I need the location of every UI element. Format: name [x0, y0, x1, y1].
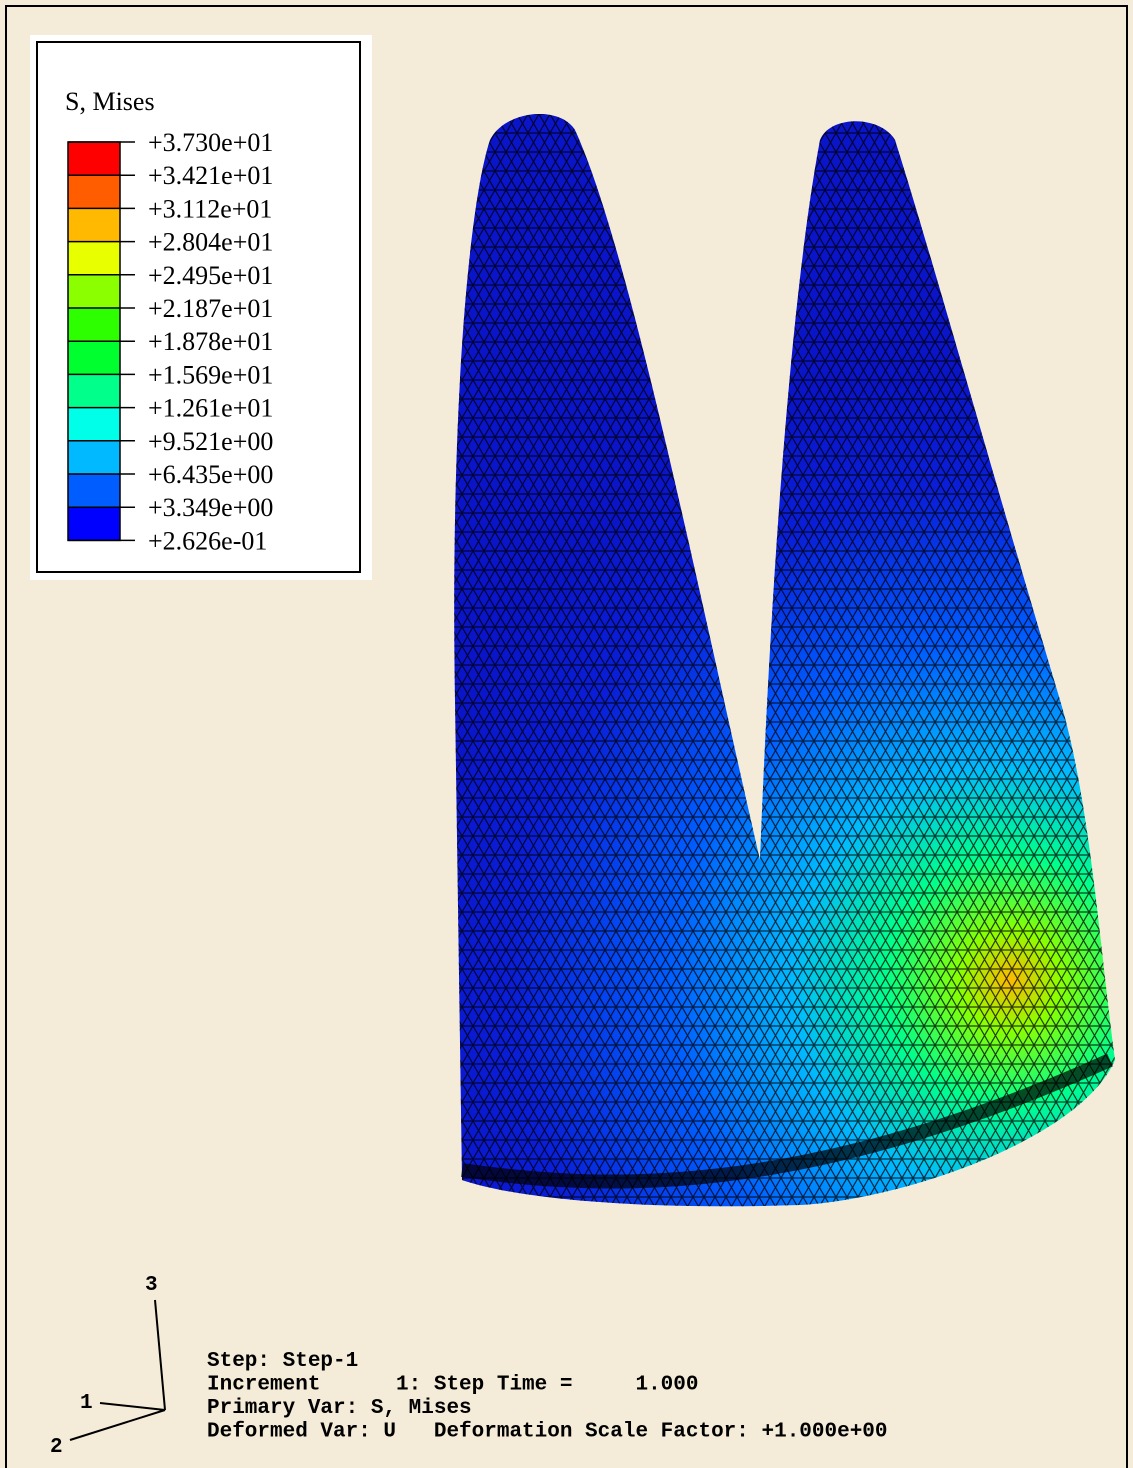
legend-label: +1.569e+01: [148, 360, 273, 389]
info-line: Step: Step-1: [207, 1350, 358, 1373]
legend-label: +9.521e+00: [148, 427, 273, 456]
legend-label: +1.878e+01: [148, 327, 273, 356]
color-band: [68, 275, 120, 308]
viewport: S, Mises +3.730e+01 +3.421e+01 +3.112e+01 +…: [0, 0, 1133, 1468]
triad-label: 1: [80, 1392, 93, 1415]
legend-label: +3.112e+01: [148, 194, 272, 223]
legend-label: +2.804e+01: [148, 228, 273, 257]
legend-label: +3.421e+01: [148, 161, 273, 190]
color-band: [68, 208, 120, 241]
legend-label: +6.435e+00: [148, 460, 273, 489]
legend-label: +2.187e+01: [148, 294, 273, 323]
color-band: [68, 175, 120, 208]
info-line: Increment 1: Step Time = 1.000: [207, 1374, 698, 1397]
page: S, Mises +3.730e+01 +3.421e+01 +3.112e+01 +…: [0, 0, 1133, 1468]
legend-label: +3.730e+01: [148, 128, 273, 157]
legend-label: +1.261e+01: [148, 394, 273, 423]
info-line: Deformed Var: U Deformation Scale Factor…: [207, 1421, 888, 1444]
legend-title: S, Mises: [65, 87, 155, 116]
info-line: Primary Var: S, Mises: [207, 1397, 472, 1420]
color-band: [68, 374, 120, 407]
color-band: [68, 242, 120, 275]
color-band: [68, 474, 120, 507]
legend-label: +2.495e+01: [148, 261, 273, 290]
color-band: [68, 142, 120, 175]
color-band: [68, 308, 120, 341]
triad-label: 3: [145, 1274, 158, 1297]
legend-label: +3.349e+00: [148, 493, 273, 522]
color-band: [68, 441, 120, 474]
color-band: [68, 408, 120, 441]
triad-label: 2: [50, 1436, 63, 1459]
legend-label: +2.626e-01: [148, 526, 267, 555]
color-band: [68, 341, 120, 374]
color-band: [68, 507, 120, 540]
